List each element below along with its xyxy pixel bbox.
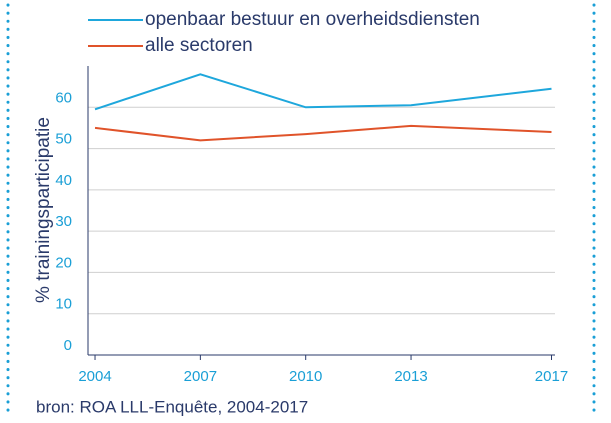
x-tick-label: 2017 (535, 368, 568, 385)
x-tick-label: 2013 (394, 368, 427, 385)
y-tick-label: 10 (55, 296, 72, 313)
y-tick-label: 40 (55, 172, 72, 189)
y-tick-label: 60 (55, 89, 72, 106)
legend-label: openbaar bestuur en overheidsdiensten (145, 9, 480, 30)
x-tick-label: 2010 (289, 368, 322, 385)
x-tick-label: 2007 (184, 368, 217, 385)
y-tick-label: 0 (64, 337, 72, 354)
legend-label: alle sectoren (145, 35, 253, 56)
y-tick-label: 30 (55, 213, 72, 230)
y-tick-label: 20 (55, 254, 72, 271)
source: bron: ROA LLL-Enquête, 2004-2017 (36, 397, 308, 416)
x-tick-label: 2004 (78, 368, 111, 385)
y-axis-label: % trainingsparticipatie (33, 117, 54, 303)
series-line (94, 124, 552, 142)
series-line (94, 73, 552, 111)
y-tick-label: 50 (55, 131, 72, 148)
